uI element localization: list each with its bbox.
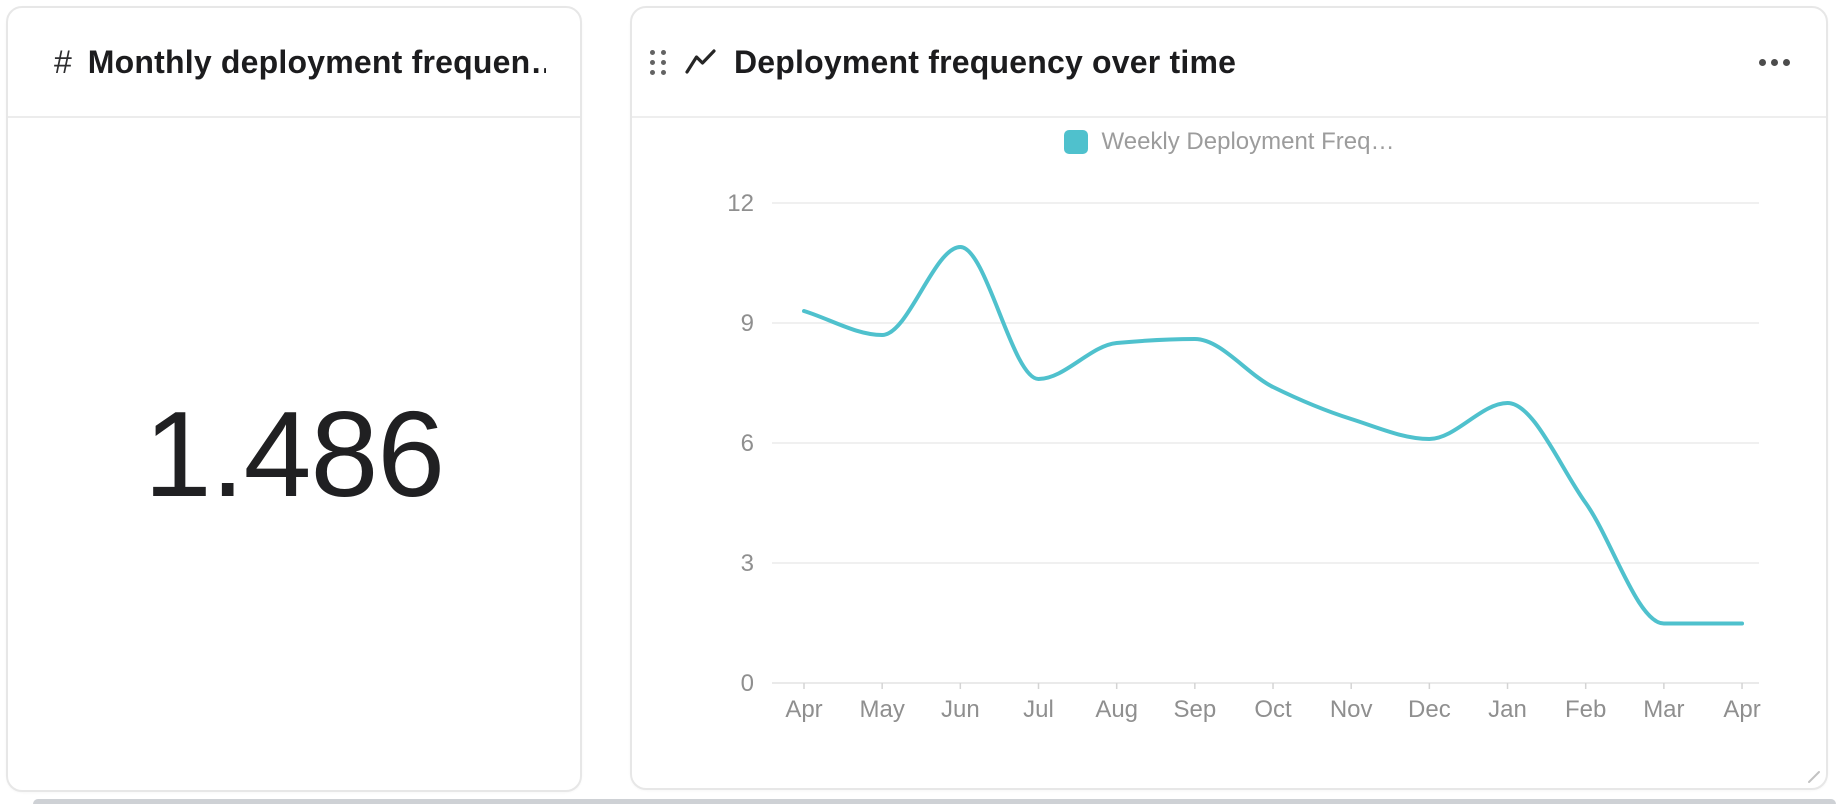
svg-text:9: 9: [741, 310, 754, 337]
metric-card-header: # Monthly deployment frequen…: [8, 8, 580, 118]
drag-handle-icon[interactable]: [648, 48, 668, 77]
line-chart-icon: [685, 48, 717, 76]
gridlines: [772, 202, 1759, 684]
metric-card-body: 1.486: [8, 118, 580, 790]
chart-card-title: Deployment frequency over time: [734, 43, 1237, 80]
svg-text:Jun: Jun: [941, 696, 980, 723]
svg-text:Dec: Dec: [1408, 696, 1451, 723]
svg-text:Apr: Apr: [785, 696, 822, 723]
svg-text:6: 6: [741, 430, 754, 457]
ellipsis-dot: [1783, 58, 1790, 66]
svg-text:Aug: Aug: [1095, 696, 1138, 723]
chart-widget-card: Deployment frequency over time Weekly De…: [630, 6, 1828, 790]
svg-text:0: 0: [741, 670, 754, 697]
svg-text:3: 3: [741, 550, 754, 577]
chart-legend: Weekly Deployment Freq…: [632, 128, 1826, 156]
ellipsis-dot: [1771, 58, 1778, 66]
svg-text:Feb: Feb: [1565, 696, 1606, 723]
svg-text:Jan: Jan: [1488, 696, 1527, 723]
legend-item[interactable]: Weekly Deployment Freq…: [1063, 128, 1395, 156]
y-axis-labels: 0 3 6 9 12: [727, 190, 754, 697]
svg-text:Oct: Oct: [1254, 696, 1292, 723]
line-chart-canvas[interactable]: 0 3 6 9 12 Apr May Jun Jul Aug Sep Oct Nov Dec Jan Feb M…: [632, 8, 1830, 792]
svg-text:Nov: Nov: [1330, 696, 1373, 723]
ellipsis-dot: [1759, 58, 1766, 66]
metric-value: 1.486: [143, 386, 445, 522]
below-widget-edge: [33, 799, 1836, 804]
more-options-button[interactable]: [1757, 53, 1792, 72]
metric-card-title: Monthly deployment frequen…: [87, 43, 546, 80]
chart-card-header: Deployment frequency over time: [632, 8, 1826, 118]
svg-text:Sep: Sep: [1173, 696, 1216, 723]
legend-swatch: [1063, 130, 1088, 154]
metric-widget-card: # Monthly deployment frequen… 1.486: [6, 6, 582, 792]
series-line: [802, 245, 1745, 626]
x-axis-ticks: [803, 683, 1743, 689]
x-axis-labels: Apr May Jun Jul Aug Sep Oct Nov Dec Jan Feb Mar Apr: [785, 696, 1760, 723]
svg-text:Apr: Apr: [1723, 696, 1760, 723]
svg-text:Jul: Jul: [1023, 696, 1054, 723]
legend-label: Weekly Deployment Freq…: [1101, 128, 1395, 155]
number-widget-icon: #: [54, 44, 72, 80]
svg-text:Mar: Mar: [1643, 696, 1684, 723]
svg-text:May: May: [859, 696, 904, 723]
resize-handle[interactable]: [1805, 768, 1821, 784]
svg-text:12: 12: [727, 190, 754, 217]
